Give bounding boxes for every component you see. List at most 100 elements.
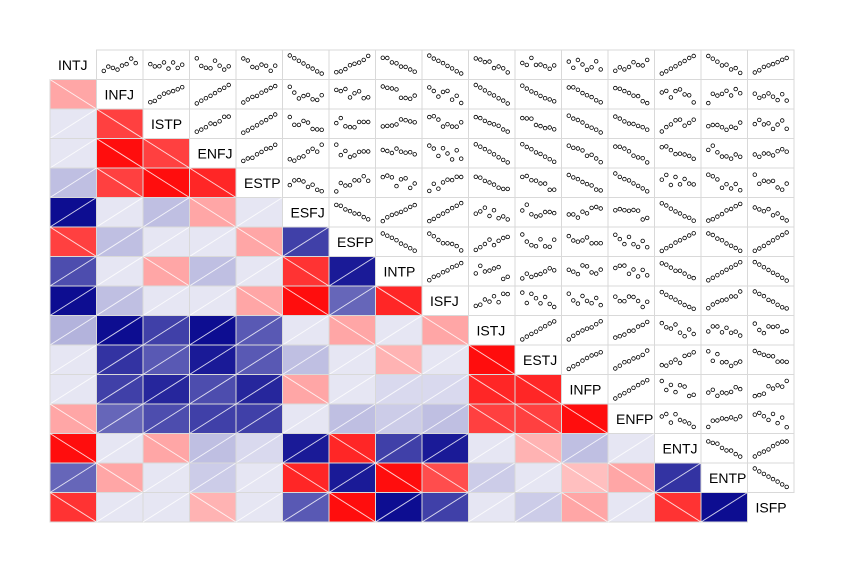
scatter-point — [334, 87, 339, 93]
shade-hatch-entj-enfp — [607, 433, 655, 464]
scatter-point — [719, 237, 725, 243]
scatter-point — [673, 209, 678, 214]
shade-hatch-istp-infj — [96, 108, 144, 139]
scatter-point — [478, 302, 483, 307]
points-cell-entp-isfp — [747, 462, 795, 493]
scatter-point — [524, 173, 529, 179]
scatter-point — [505, 274, 510, 279]
scatter-point — [347, 154, 353, 160]
shade-hatch-esfp-enfj — [189, 226, 237, 257]
scatter-point — [361, 95, 366, 101]
scatter-point — [780, 187, 785, 192]
scatter-point — [445, 177, 450, 182]
points-cell-intj-isfj — [421, 49, 469, 80]
points-cell-infp-entp — [700, 374, 748, 405]
scatter-point — [524, 300, 529, 306]
scatter-point — [436, 237, 441, 243]
shade-hatch-infp-infj — [96, 374, 144, 405]
scatter-point — [520, 174, 525, 180]
shade-hatch-isfp-infp — [561, 492, 609, 523]
scatter-point — [775, 420, 780, 426]
scatter-point — [691, 100, 696, 105]
scatter-point — [659, 144, 664, 150]
scatter-point — [728, 389, 734, 395]
scatter-point — [677, 383, 683, 388]
scatter-point — [664, 144, 669, 149]
scatter-point — [385, 85, 390, 90]
scatter-point — [775, 148, 780, 154]
shade-hatch-istj-enfj — [189, 315, 237, 346]
scatter-point — [770, 354, 776, 359]
scatter-point — [715, 299, 720, 305]
scatter-point — [529, 116, 534, 121]
scatter-point — [347, 182, 353, 188]
scatter-point — [613, 366, 618, 371]
scatter-point — [780, 57, 785, 62]
scatter-point — [613, 208, 618, 213]
scatter-point — [533, 62, 539, 68]
scatter-point — [334, 142, 339, 147]
scatter-point — [761, 449, 767, 454]
shade-hatch-estj-estp — [235, 344, 283, 375]
scatter-point — [687, 421, 692, 426]
scatter-point — [710, 275, 715, 280]
scatter-point — [738, 359, 743, 364]
scatter-point — [664, 262, 669, 267]
scatter-point — [533, 90, 539, 96]
scatter-point — [436, 58, 441, 63]
scatter-point — [738, 333, 743, 338]
scatter-point — [571, 65, 576, 70]
scatter-point — [724, 448, 729, 453]
scatter-point — [617, 116, 622, 121]
scatter-point — [738, 289, 743, 294]
scatter-point — [487, 59, 492, 64]
scatter-point — [584, 235, 590, 240]
scatter-point — [617, 334, 622, 339]
scatter-point — [733, 451, 738, 457]
scatter-point — [766, 179, 771, 184]
scatter-point — [706, 390, 711, 395]
scatter-point — [626, 90, 632, 96]
scatter-point — [775, 211, 780, 216]
scatter-point — [613, 114, 618, 119]
scatter-point — [445, 268, 450, 273]
scatter-point — [366, 95, 371, 100]
shade-hatch-istj-esfj — [282, 315, 330, 346]
scatter-point — [719, 124, 725, 130]
scatter-point — [738, 201, 743, 207]
scatter-point — [296, 177, 302, 183]
scatter-point — [682, 152, 687, 157]
scatter-point — [398, 117, 404, 122]
scatter-point — [715, 273, 720, 278]
scatter-point — [273, 83, 278, 89]
scatter-point — [440, 89, 446, 95]
scatter-point — [319, 92, 324, 98]
shade-hatch-isfp-istj — [468, 492, 516, 523]
scatter-point — [775, 383, 780, 388]
scatter-point — [659, 248, 664, 254]
scatter-point — [161, 91, 167, 96]
scatter-point — [250, 125, 255, 130]
shade-hatch-infp-estp — [235, 374, 283, 405]
scatter-point — [538, 237, 543, 242]
variable-label-intp: INTP — [384, 263, 416, 279]
scatter-point — [575, 57, 581, 63]
scatter-point — [445, 208, 450, 214]
scatter-point — [491, 242, 497, 248]
scatter-point — [547, 187, 552, 192]
scatter-point — [436, 213, 441, 219]
scatter-point — [780, 232, 785, 238]
scatter-point — [356, 119, 362, 125]
scatter-point — [733, 417, 738, 422]
scatter-point — [542, 63, 548, 69]
scatter-point — [315, 69, 320, 74]
scatter-point — [263, 117, 269, 123]
scatter-point — [710, 91, 715, 96]
points-cell-intp-entj — [654, 256, 702, 287]
scatter-point — [752, 121, 757, 127]
shade-hatch-intp-istp — [142, 256, 190, 287]
scatter-point — [626, 64, 632, 70]
shade-hatch-estj-esfj — [282, 344, 330, 375]
points-cell-esfj-infp — [561, 197, 609, 228]
scatter-point — [454, 69, 459, 74]
